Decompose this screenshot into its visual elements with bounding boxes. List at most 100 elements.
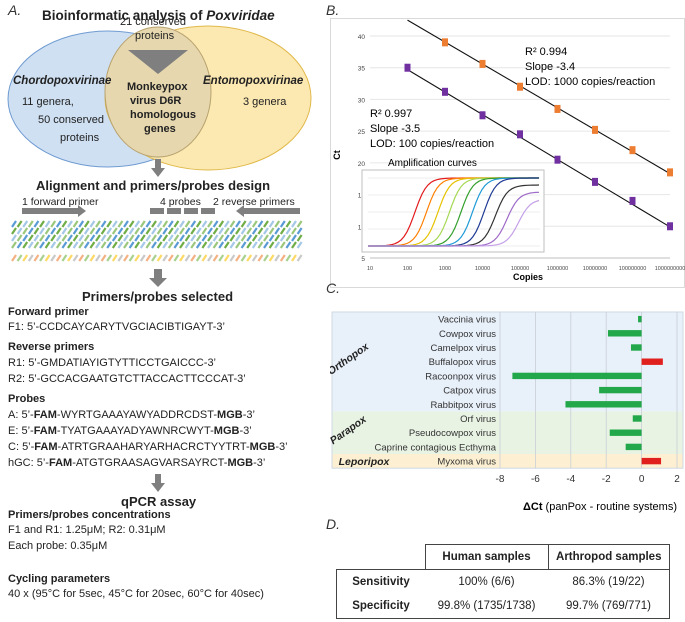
sequence-stroke: [173, 254, 180, 262]
sequence-stroke: [173, 227, 180, 235]
sequence-stroke: [33, 227, 40, 235]
sequence-stroke: [145, 234, 152, 242]
sequence-stroke: [33, 220, 40, 228]
sequence-stroke: [251, 227, 258, 235]
chart-b-x-tick-label: 10: [367, 266, 373, 272]
data-point-series-1: [667, 168, 673, 177]
sequence-stroke: [223, 227, 230, 235]
sequence-stroke: [95, 234, 101, 242]
category-label: Buffalopox virus: [429, 357, 497, 368]
sequence-stroke: [100, 227, 107, 235]
sequence-stroke: [16, 220, 23, 228]
category-label: Caprine contagious Ecthyma: [375, 442, 497, 453]
sequence-stroke: [201, 234, 208, 242]
sequence-stroke: [100, 254, 107, 262]
chart-c-xlabel-delta: Δ: [523, 501, 531, 513]
sequence-stroke: [201, 227, 208, 235]
sequence-stroke: [167, 220, 174, 228]
venn-core-line2: virus D6R: [130, 95, 182, 107]
sequence-stroke: [134, 220, 141, 228]
sequence-stroke: [268, 234, 275, 242]
sequence-stroke: [151, 220, 157, 228]
sequence-stroke: [72, 220, 79, 228]
sequence-stroke: [44, 234, 51, 242]
sequence-stroke: [55, 241, 62, 249]
sequence-stroke: [229, 254, 236, 262]
sequence-stroke: [279, 254, 286, 262]
sequence-stroke: [179, 234, 185, 242]
align-label-reverse: 2 reverse primers: [213, 196, 295, 208]
sequence-stroke: [33, 234, 40, 242]
data-point-series-2: [667, 222, 673, 231]
sequence-stroke: [95, 220, 101, 228]
sequence-stroke: [134, 227, 141, 235]
sequence-stroke: [39, 220, 45, 228]
probe-hgc-name: hGC:: [8, 457, 37, 469]
sequence-stroke: [274, 234, 281, 242]
panel-d-label: D.: [326, 516, 340, 532]
cycling-header: Cycling parameters: [8, 573, 111, 585]
chart-b-points: [404, 38, 673, 231]
probe-hgc-seq: -ATGTGRAASAGVARSAYRCT-: [72, 457, 228, 469]
sequence-stroke: [291, 241, 297, 249]
data-point-series-2: [592, 177, 598, 186]
chart-c-x-ticks: -8 -6 -4 -2 0 2: [496, 474, 681, 485]
sequence-stroke: [139, 227, 146, 235]
data-point-series-1: [479, 59, 486, 68]
panel-a-title: Bioinformatic analysis of Poxviridae: [42, 8, 275, 23]
sequence-stroke: [212, 220, 219, 228]
sequence-stroke: [257, 220, 264, 228]
sequence-stroke: [128, 234, 135, 242]
col-header-arthropod: Arthropod samples: [547, 544, 670, 570]
probe-marker-3: [184, 208, 198, 214]
sequence-stroke: [218, 227, 225, 235]
chart-b-y-tick-label: 20: [358, 161, 366, 168]
sequence-stroke: [296, 241, 303, 249]
probes-header: Probes: [8, 393, 46, 405]
chart-c-frame: [331, 311, 684, 469]
forward-primer-f1-seq: 5’-CCDCAYCARYTVGCIACIBTIGAYT-3’: [26, 321, 225, 333]
sequence-stroke: [151, 227, 157, 235]
annot-upper-line1: R² 0.994: [525, 46, 567, 58]
sequence-stroke: [257, 254, 264, 262]
arrow-down-icon-2: [149, 269, 167, 287]
sequence-stroke: [39, 254, 45, 262]
venn-center-line2: proteins: [135, 30, 175, 42]
sequence-stroke: [212, 254, 219, 262]
probe-e-name: E:: [8, 425, 22, 437]
sequence-stroke: [285, 241, 292, 249]
row-label-specificity: Specificity: [336, 594, 425, 619]
sequence-stroke: [123, 220, 129, 228]
sequence-stroke: [55, 227, 62, 235]
data-point-series-2: [479, 111, 486, 120]
probe-a-pre: 5’-: [21, 409, 34, 421]
chart-b-x-tick-label: 100000000: [619, 266, 647, 272]
sequence-stroke: [16, 234, 23, 242]
sequence-stroke: [263, 220, 269, 228]
chart-c-x-tick-label: -6: [531, 474, 540, 485]
sequence-stroke: [139, 220, 146, 228]
sequence-stroke: [50, 254, 57, 262]
sequence-stroke: [89, 241, 96, 249]
sequence-stroke: [279, 241, 286, 249]
chart-b-x-tick-label: 10000: [475, 266, 490, 272]
probe-c-pre: 5’-: [22, 441, 35, 453]
inset-curves: [368, 177, 540, 247]
probe-e-seq: -TYATGAAAYADYAWNRCWYT-: [56, 425, 214, 437]
sequence-stroke: [33, 254, 40, 262]
sequence-stroke: [195, 241, 202, 249]
sequence-stroke: [274, 227, 281, 235]
chart-b-ylabel: Ct: [332, 150, 342, 160]
sequence-stroke: [27, 220, 34, 228]
category-label: Vaccinia virus: [438, 315, 496, 326]
sequence-stroke: [223, 241, 230, 249]
probe-e-mgb: MGB: [213, 425, 240, 437]
sequence-stroke: [268, 241, 275, 249]
sequence-stroke: [134, 254, 141, 262]
sequence-stroke: [67, 254, 73, 262]
category-label: Racoonpox virus: [425, 371, 496, 382]
sequence-stroke: [89, 220, 96, 228]
sequence-stroke: [44, 241, 51, 249]
